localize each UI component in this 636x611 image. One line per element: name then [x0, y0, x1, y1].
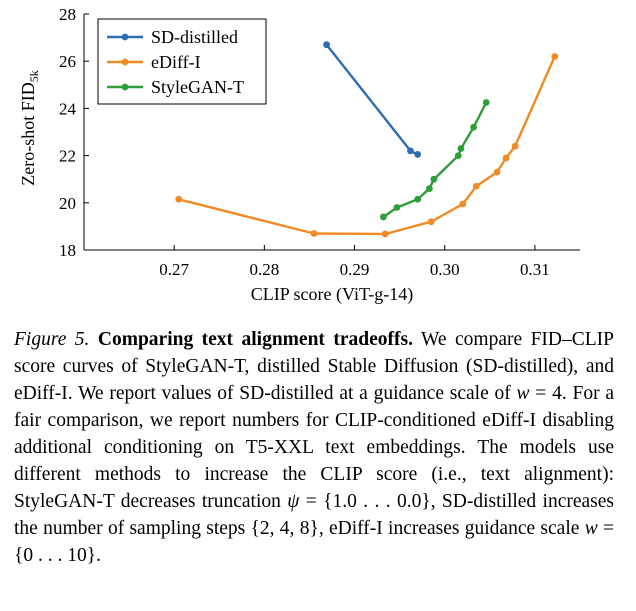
series-line-0 [325, 43, 419, 156]
series-1-point-3 [427, 218, 435, 226]
caption-math-w2: w [584, 518, 598, 539]
x-tick-label-1: 0.28 [249, 260, 279, 279]
caption-text-5: . [96, 545, 101, 566]
x-axis-label: CLIP score (ViT-g-14) [251, 284, 414, 305]
series-2-point-6 [457, 145, 465, 152]
legend-marker-1 [121, 58, 129, 66]
caption-text-1: We compare FID–CLIP score curves of Styl… [14, 329, 615, 404]
series-1-point-7 [502, 154, 510, 162]
y-tick-label-2: 22 [59, 147, 76, 166]
caption-math-w-set: = {0 . . . 10} [14, 518, 614, 566]
caption-math-w: w [516, 383, 530, 404]
series-2-point-7 [470, 123, 477, 131]
series-1-point-2 [381, 230, 389, 238]
series-0-point-0 [323, 41, 330, 49]
chart-svg: 0.27 0.28 0.29 0.30 0.31 18 20 22 24 26 28 CLIP sco… [18, 5, 580, 305]
series-2-point-5 [454, 152, 462, 160]
caption-label: Figure 5. [14, 329, 90, 350]
legend-label-2: StyleGAN-T [151, 77, 244, 97]
series-1-point-0 [175, 195, 183, 203]
x-tick-label-2: 0.29 [340, 260, 370, 279]
caption-math-psi: ψ [287, 491, 300, 512]
series-2-point-3 [425, 185, 433, 193]
series-1-point-1 [310, 230, 318, 237]
caption-math-psi-set: = {1.0 . . . 0.0} [299, 491, 431, 512]
series-2-point-2 [414, 195, 422, 203]
series-line-1 [178, 56, 556, 236]
x-tick-label-3: 0.30 [430, 260, 460, 279]
legend-label-1: eDiff-I [151, 52, 201, 72]
y-tick-label-3: 24 [59, 99, 77, 118]
series-1-point-5 [472, 182, 480, 190]
series-0-point-1 [407, 147, 414, 155]
y-tick-label-4: 26 [59, 52, 76, 71]
legend-marker-0 [121, 33, 129, 41]
legend-label-0: SD-distilled [151, 27, 238, 47]
series-0-point-2 [414, 151, 422, 158]
series-1-point-8 [511, 142, 519, 150]
y-tick-label-0: 18 [59, 241, 76, 260]
series-line-2 [382, 101, 488, 218]
y-tick-label-5: 28 [59, 5, 76, 24]
y-axis-label-subscript: 5k [27, 70, 41, 82]
y-tick-label-1: 20 [59, 194, 76, 213]
series-2-point-1 [393, 204, 401, 211]
series-2-point-8 [482, 99, 490, 106]
caption-title: Comparing text alignment tradeoffs. [97, 329, 413, 350]
caption-math-eq-4: = 4 [529, 383, 562, 404]
series-1-point-4 [459, 200, 467, 208]
series-2-point-4 [430, 175, 438, 183]
caption-text-2: . For a fair comparison, we report numbe… [14, 383, 614, 512]
series-1-point-6 [493, 168, 501, 176]
x-tick-label-4: 0.31 [520, 260, 550, 279]
legend-marker-2 [121, 83, 129, 91]
caption-text-4: , eDiff-I increases guidance scale [318, 518, 585, 539]
chart: 0.27 0.28 0.29 0.30 0.31 18 20 22 24 26 28 CLIP sco… [18, 5, 580, 305]
series-2-point-0 [380, 213, 387, 221]
x-tick-label-0: 0.27 [159, 260, 189, 279]
figure-caption: Figure 5. Comparing text alignment trade… [14, 326, 614, 569]
y-axis-label: Zero-shot FID5k [18, 70, 41, 185]
caption-math-steps: {2, 4, 8} [250, 518, 319, 539]
series-1-point-9 [551, 53, 559, 60]
caption-text-3: , SD-distilled increases the number of s… [14, 491, 615, 539]
